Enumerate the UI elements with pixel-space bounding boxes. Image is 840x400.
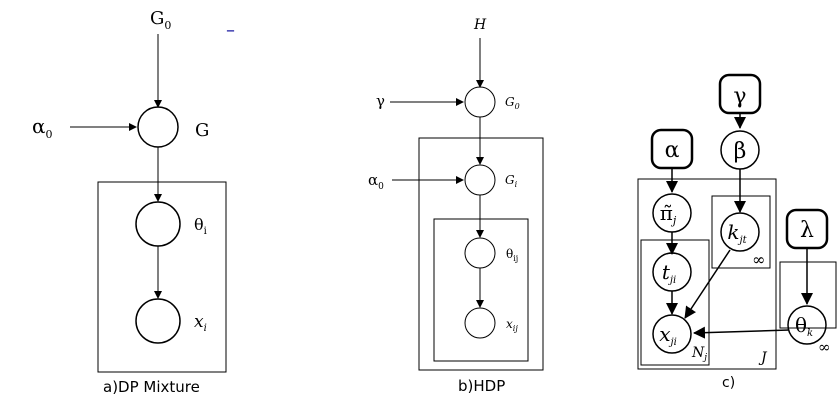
label-c-theta: θk xyxy=(795,313,813,339)
label-b-G0: G0 xyxy=(505,95,520,111)
plate-c-J xyxy=(637,178,777,370)
label-c-pi: π̃j xyxy=(660,201,677,227)
label-b-x: xij xyxy=(506,317,518,333)
label-a-G: G xyxy=(195,120,209,141)
node-c-k xyxy=(720,212,760,252)
node-b-Gj xyxy=(464,164,496,196)
label-c-plate-J: J xyxy=(758,350,768,366)
label-b-Gj: Gi xyxy=(505,173,518,189)
plate-a xyxy=(97,181,227,373)
label-a-G0: G0 xyxy=(150,8,171,32)
node-c-theta xyxy=(787,305,827,345)
label-c-plate-Nj: Nj xyxy=(691,345,707,363)
label-c-x: xji xyxy=(659,322,677,348)
panel-c: γ α λ β π̃j kjt ∞ tji xji Nj θk ∞ J c) xyxy=(637,73,837,391)
label-a-theta: θi xyxy=(194,215,207,237)
panel-a: G0 – α0 G θi xi a)DP Mixture xyxy=(32,8,235,396)
label-b-alpha: α0 xyxy=(368,171,384,192)
label-c-beta: β xyxy=(734,139,747,164)
node-b-x-observed xyxy=(464,307,496,339)
label-b-gamma: γ xyxy=(376,92,385,110)
edge-c-k-x xyxy=(684,249,731,319)
node-a-G xyxy=(137,106,179,148)
plate-b-inner xyxy=(433,218,529,362)
label-c-gamma: γ xyxy=(733,84,746,109)
plate-c-Nj xyxy=(640,239,710,366)
node-a-theta xyxy=(135,201,181,247)
label-a-x: xi xyxy=(194,312,207,334)
node-b-G0 xyxy=(464,86,496,118)
caption-a: a)DP Mixture xyxy=(103,378,200,396)
label-a-alpha: α0 xyxy=(32,114,53,141)
label-c-plate-k-inf: ∞ xyxy=(752,250,765,269)
plate-c-k xyxy=(711,195,771,269)
node-c-x-observed xyxy=(652,314,692,354)
label-c-plate-theta-inf: ∞ xyxy=(818,338,831,356)
edge-c-theta-x xyxy=(693,326,790,339)
dash-mark: – xyxy=(226,20,235,41)
label-c-lambda: λ xyxy=(800,218,814,243)
plate-b-outer xyxy=(418,137,544,371)
node-c-t xyxy=(652,252,692,292)
node-c-pi xyxy=(652,193,692,233)
node-c-beta xyxy=(720,130,760,170)
plate-c-theta xyxy=(779,261,837,329)
node-a-x-observed xyxy=(135,298,181,344)
caption-b: b)HDP xyxy=(458,377,505,395)
label-b-H: H xyxy=(473,17,487,33)
label-c-t: tji xyxy=(662,260,676,286)
label-c-alpha: α xyxy=(665,138,680,163)
caption-c: c) xyxy=(722,375,735,391)
label-b-theta: θij xyxy=(506,247,518,263)
panel-b: H γ G0 α0 Gi θij xij b)HDP xyxy=(368,17,544,395)
label-c-k: kjt xyxy=(727,220,747,246)
node-b-theta xyxy=(464,237,496,269)
